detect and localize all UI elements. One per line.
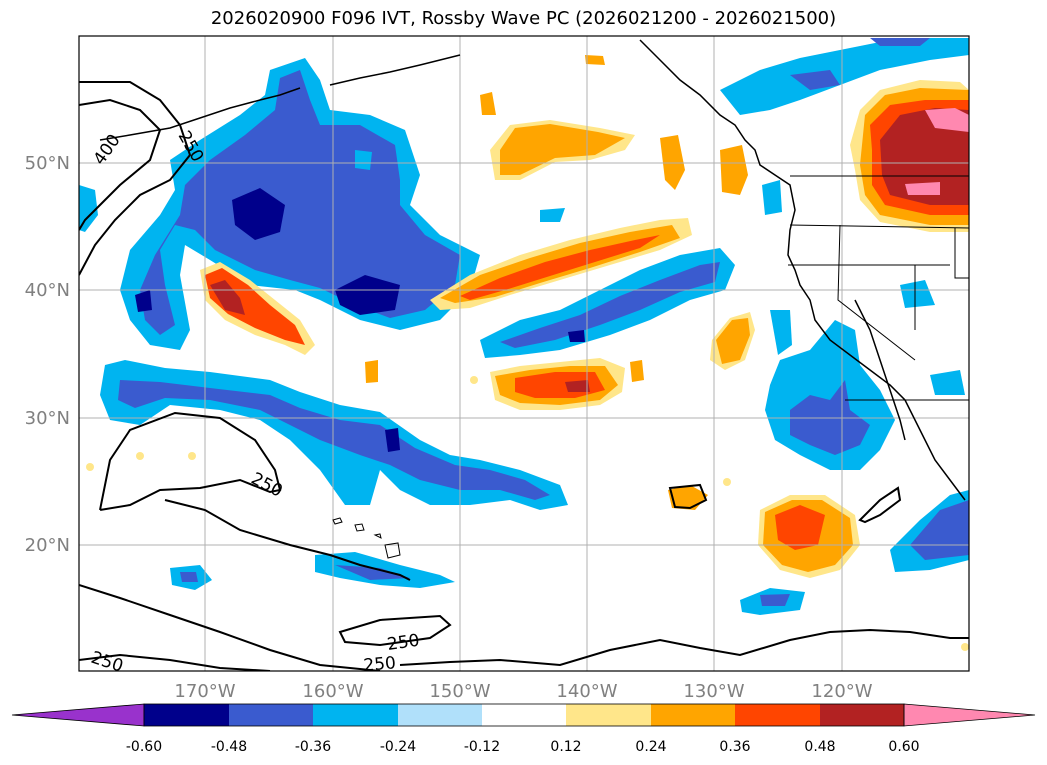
lat-label-40n: 40°N [25,280,70,301]
colorbar-tick: -0.36 [295,739,331,755]
map-figure: 250 400 250 250 250 250 20°N 30°N 40°N 5… [0,0,1047,765]
positive-anomaly-small-4 [630,360,644,382]
svg-text:250: 250 [363,653,397,676]
negative-anomaly-small-2-core [760,594,790,606]
colorbar-segment-5 [482,704,566,726]
positive-anomaly-dot-1 [136,452,144,460]
colorbar-segment-4 [398,704,482,726]
lon-label-160w: 160°W [302,681,363,702]
lat-label-50n: 50°N [25,153,70,174]
latitude-labels: 20°N 30°N 40°N 50°N [25,153,70,556]
colorbar-tick: -0.60 [126,739,162,755]
positive-anomaly-dot-2 [188,452,196,460]
colorbar-tick: 0.12 [550,739,581,755]
lon-label-130w: 130°W [683,681,744,702]
colorbar-tick: 0.60 [888,739,919,755]
positive-anomaly-dot-4 [470,376,478,384]
positive-anomaly-small-7 [585,55,605,65]
positive-anomaly-dot-3 [86,463,94,471]
colorbar: -0.60 -0.48 -0.36 -0.24 -0.12 0.12 0.24 … [12,704,1035,755]
colorbar-segment-7 [651,704,735,726]
positive-anomaly-small-5 [365,360,378,383]
colorbar-extend-left [12,704,144,726]
lat-label-30n: 30°N [25,408,70,429]
colorbar-segment-8 [735,704,820,726]
positive-anomaly-dot-6 [961,643,969,651]
colorbar-extend-right [904,704,1035,726]
colorbar-tick: -0.12 [464,739,500,755]
negative-anomaly-small-1-core [180,572,198,582]
lon-label-120w: 120°W [811,681,872,702]
colorbar-tick: 0.24 [635,739,666,755]
colorbar-segment-1 [144,704,229,726]
lat-label-20n: 20°N [25,535,70,556]
colorbar-tick: -0.48 [211,739,247,755]
colorbar-tick: 0.36 [719,739,750,755]
colorbar-tick: -0.24 [380,739,416,755]
lon-label-140w: 140°W [556,681,617,702]
colorbar-segment-6 [566,704,651,726]
colorbar-segment-2 [229,704,313,726]
lon-label-170w: 170°W [174,681,235,702]
lon-label-150w: 150°W [429,681,490,702]
colorbar-segment-9 [820,704,904,726]
colorbar-segment-3 [313,704,398,726]
colorbar-tick: 0.48 [804,739,835,755]
longitude-labels: 170°W 160°W 150°W 140°W 130°W 120°W [174,681,872,702]
positive-anomaly-dot-5 [723,478,731,486]
